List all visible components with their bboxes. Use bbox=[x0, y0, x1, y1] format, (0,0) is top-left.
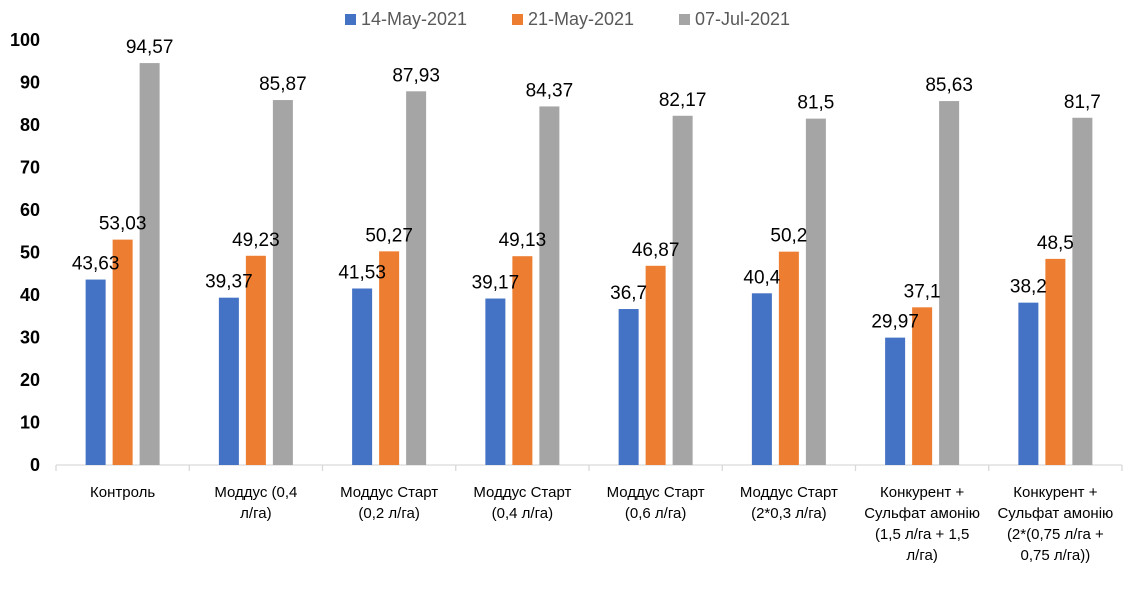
x-tick-label-6-line-1: Сульфат амонію bbox=[864, 505, 980, 522]
y-tick-label-60: 60 bbox=[20, 200, 40, 220]
data-label-21-may-2021-6: 37,1 bbox=[904, 281, 941, 302]
bar-07-jul-2021-5 bbox=[805, 118, 826, 465]
bar-14-may-2021-3 bbox=[485, 298, 506, 465]
data-label-21-may-2021-5: 50,2 bbox=[770, 226, 807, 247]
data-label-21-may-2021-3: 49,13 bbox=[499, 230, 547, 251]
data-label-07-jul-2021-4: 82,17 bbox=[659, 90, 707, 111]
bar-14-may-2021-6 bbox=[885, 337, 906, 465]
data-label-14-may-2021-5: 40,4 bbox=[743, 267, 780, 288]
legend-label-07-jul-2021: 07-Jul-2021 bbox=[695, 9, 790, 29]
bar-07-jul-2021-1 bbox=[272, 100, 293, 466]
x-tick-label-2-line-1: (0,2 л/га) bbox=[358, 505, 419, 522]
data-label-07-jul-2021-6: 85,63 bbox=[925, 75, 973, 96]
bar-14-may-2021-4 bbox=[618, 309, 639, 465]
data-label-14-may-2021-1: 39,37 bbox=[205, 272, 253, 293]
x-tick-label-7-line-0: Конкурент + bbox=[1013, 484, 1097, 501]
bar-07-jul-2021-0 bbox=[139, 63, 160, 465]
bar-07-jul-2021-2 bbox=[406, 91, 427, 466]
data-label-21-may-2021-4: 46,87 bbox=[632, 240, 680, 261]
x-tick-label-3-line-1: (0,4 л/га) bbox=[492, 505, 553, 522]
x-tick-label-7-line-2: (2*(0,75 л/га + bbox=[1007, 526, 1104, 543]
bar-14-may-2021-5 bbox=[751, 293, 772, 465]
data-label-07-jul-2021-1: 85,87 bbox=[259, 74, 307, 95]
data-label-21-may-2021-7: 48,5 bbox=[1037, 233, 1074, 254]
bar-14-may-2021-1 bbox=[218, 297, 239, 465]
y-tick-label-90: 90 bbox=[20, 73, 40, 93]
legend-swatch-14-may-2021 bbox=[345, 14, 356, 25]
data-label-21-may-2021-0: 53,03 bbox=[99, 214, 147, 235]
bar-07-jul-2021-4 bbox=[672, 115, 693, 465]
data-label-07-jul-2021-0: 94,57 bbox=[126, 37, 174, 58]
legend-swatch-21-may-2021 bbox=[512, 14, 523, 25]
y-tick-label-70: 70 bbox=[20, 158, 40, 178]
data-label-07-jul-2021-5: 81,5 bbox=[797, 93, 834, 114]
bar-21-may-2021-4 bbox=[645, 265, 666, 465]
x-tick-label-1-line-1: л/га) bbox=[240, 505, 271, 522]
x-tick-label-5-line-1: (2*0,3 л/га) bbox=[751, 505, 827, 522]
x-tick-label-2-line-0: Моддус Старт bbox=[340, 484, 438, 501]
legend-swatch-07-jul-2021 bbox=[679, 14, 690, 25]
x-tick-label-1-line-0: Моддус (0,4 bbox=[214, 484, 297, 501]
x-tick-label-4-line-1: (0,6 л/га) bbox=[625, 505, 686, 522]
bar-07-jul-2021-6 bbox=[939, 101, 960, 465]
bar-21-may-2021-2 bbox=[379, 251, 400, 465]
data-label-14-may-2021-6: 29,97 bbox=[871, 312, 919, 333]
data-label-14-may-2021-4: 36,7 bbox=[610, 283, 647, 304]
legend: 14-May-2021 21-May-2021 07-Jul-2021 bbox=[345, 9, 790, 29]
bar-07-jul-2021-7 bbox=[1072, 117, 1093, 466]
data-label-07-jul-2021-2: 87,93 bbox=[392, 65, 440, 86]
y-tick-label-0: 0 bbox=[30, 455, 40, 475]
legend-label-14-may-2021: 14-May-2021 bbox=[361, 9, 467, 29]
data-label-14-may-2021-7: 38,2 bbox=[1010, 277, 1047, 298]
y-tick-label-100: 100 bbox=[10, 30, 40, 50]
x-axis: Контроль Моддус (0,4 л/га) Моддус Старт (0,2… bbox=[55, 464, 1123, 564]
data-label-14-may-2021-2: 41,53 bbox=[338, 262, 386, 283]
data-label-21-may-2021-1: 49,23 bbox=[232, 230, 280, 251]
bar-14-may-2021-2 bbox=[352, 288, 373, 465]
x-tick-label-6-line-3: л/га) bbox=[906, 547, 937, 564]
data-label-14-may-2021-3: 39,17 bbox=[472, 273, 520, 294]
bar-21-may-2021-1 bbox=[245, 255, 266, 465]
data-label-21-may-2021-2: 50,27 bbox=[365, 225, 413, 246]
bar-21-may-2021-0 bbox=[112, 239, 133, 465]
x-tick-label-3-line-0: Моддус Старт bbox=[473, 484, 571, 501]
bar-14-may-2021-7 bbox=[1018, 302, 1039, 465]
y-axis: 0 10 20 30 40 50 60 70 80 90 100 bbox=[10, 30, 40, 475]
bars bbox=[85, 63, 1093, 466]
y-tick-label-80: 80 bbox=[20, 115, 40, 135]
bar-21-may-2021-5 bbox=[778, 251, 799, 465]
bar-07-jul-2021-3 bbox=[539, 106, 560, 466]
bar-14-may-2021-0 bbox=[85, 279, 106, 465]
x-tick-label-6-line-0: Конкурент + bbox=[880, 484, 964, 501]
y-tick-label-30: 30 bbox=[20, 328, 40, 348]
y-tick-label-20: 20 bbox=[20, 370, 40, 390]
y-tick-label-40: 40 bbox=[20, 285, 40, 305]
x-tick-label-4-line-0: Моддус Старт bbox=[607, 484, 705, 501]
x-tick-label-0-line-0: Контроль bbox=[90, 484, 155, 501]
x-tick-label-7-line-3: 0,75 л/га)) bbox=[1020, 547, 1090, 564]
y-tick-label-10: 10 bbox=[20, 413, 40, 433]
legend-label-21-may-2021: 21-May-2021 bbox=[528, 9, 634, 29]
data-labels: 43,63 39,37 41,53 39,17 36,7 40,4 29,97 38,2 53,… bbox=[72, 37, 1101, 333]
x-tick-label-7-line-1: Сульфат амонію bbox=[997, 505, 1113, 522]
x-tick-label-5-line-0: Моддус Старт bbox=[740, 484, 838, 501]
bar-21-may-2021-6 bbox=[912, 307, 933, 465]
data-label-07-jul-2021-7: 81,7 bbox=[1064, 92, 1101, 113]
bar-21-may-2021-7 bbox=[1045, 258, 1066, 465]
data-label-14-may-2021-0: 43,63 bbox=[72, 254, 120, 275]
bar-21-may-2021-3 bbox=[512, 256, 533, 465]
data-label-07-jul-2021-3: 84,37 bbox=[526, 80, 574, 101]
y-tick-label-50: 50 bbox=[20, 243, 40, 263]
x-tick-label-6-line-2: (1,5 л/га + 1,5 bbox=[875, 526, 969, 543]
